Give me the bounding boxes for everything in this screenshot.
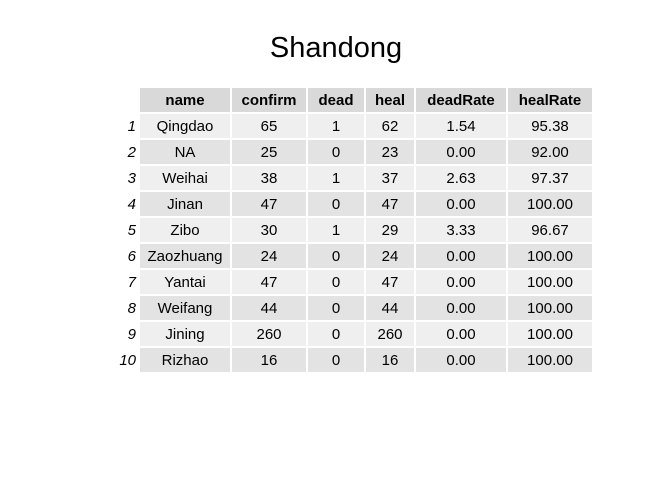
cell-dead: 0: [308, 322, 364, 346]
cell-confirm: 47: [232, 192, 306, 216]
cell-name: Zaozhuang: [140, 244, 230, 268]
cell-deadrate: 3.33: [416, 218, 506, 242]
cell-name: Weihai: [140, 166, 230, 190]
cell-confirm: 260: [232, 322, 306, 346]
cell-name: Zibo: [140, 218, 230, 242]
data-table: name confirm dead heal deadRate healRate…: [108, 86, 594, 374]
cell-heal: 23: [366, 140, 414, 164]
column-header-name: name: [140, 88, 230, 112]
table-row: 2 NA 25 0 23 0.00 92.00: [110, 140, 592, 164]
row-index: 2: [127, 143, 136, 161]
row-index: 6: [127, 247, 136, 265]
row-index: 3: [127, 169, 136, 187]
cell-dead: 1: [308, 114, 364, 138]
cell-heal: 47: [366, 270, 414, 294]
cell-name: NA: [140, 140, 230, 164]
cell-heal: 47: [366, 192, 414, 216]
cell-confirm: 65: [232, 114, 306, 138]
cell-deadrate: 0.00: [416, 192, 506, 216]
cell-confirm: 16: [232, 348, 306, 372]
cell-deadrate: 0.00: [416, 296, 506, 320]
cell-heal: 16: [366, 348, 414, 372]
cell-deadrate: 0.00: [416, 140, 506, 164]
cell-name: Qingdao: [140, 114, 230, 138]
row-index: 4: [127, 195, 136, 213]
row-index: 8: [127, 299, 136, 317]
row-index: 9: [127, 325, 136, 343]
column-header-confirm: confirm: [232, 88, 306, 112]
cell-name: Rizhao: [140, 348, 230, 372]
cell-deadrate: 1.54: [416, 114, 506, 138]
cell-healrate: 96.67: [508, 218, 592, 242]
cell-dead: 0: [308, 348, 364, 372]
cell-heal: 44: [366, 296, 414, 320]
cell-dead: 1: [308, 218, 364, 242]
cell-heal: 37: [366, 166, 414, 190]
column-header-dead: dead: [308, 88, 364, 112]
cell-healrate: 100.00: [508, 192, 592, 216]
table-row: 3 Weihai 38 1 37 2.63 97.37: [110, 166, 592, 190]
table-row: 4 Jinan 47 0 47 0.00 100.00: [110, 192, 592, 216]
cell-heal: 29: [366, 218, 414, 242]
cell-healrate: 100.00: [508, 296, 592, 320]
cell-dead: 0: [308, 270, 364, 294]
column-header-healrate: healRate: [508, 88, 592, 112]
cell-confirm: 30: [232, 218, 306, 242]
table-row: 7 Yantai 47 0 47 0.00 100.00: [110, 270, 592, 294]
cell-healrate: 92.00: [508, 140, 592, 164]
row-index: 10: [119, 351, 136, 369]
cell-heal: 260: [366, 322, 414, 346]
cell-healrate: 100.00: [508, 244, 592, 268]
cell-dead: 0: [308, 296, 364, 320]
corner-cell: [110, 88, 138, 112]
cell-deadrate: 0.00: [416, 244, 506, 268]
column-header-deadrate: deadRate: [416, 88, 506, 112]
table-row: 1 Qingdao 65 1 62 1.54 95.38: [110, 114, 592, 138]
cell-deadrate: 2.63: [416, 166, 506, 190]
cell-healrate: 95.38: [508, 114, 592, 138]
row-index: 1: [127, 117, 136, 135]
cell-confirm: 47: [232, 270, 306, 294]
table-row: 6 Zaozhuang 24 0 24 0.00 100.00: [110, 244, 592, 268]
cell-name: Jining: [140, 322, 230, 346]
table-body: 1 Qingdao 65 1 62 1.54 95.38 2 NA 25 0 23 0.00 92.00 3…: [110, 114, 592, 372]
row-index: 7: [127, 273, 136, 291]
header-row: name confirm dead heal deadRate healRate: [110, 88, 592, 112]
cell-dead: 1: [308, 166, 364, 190]
table-row: 8 Weifang 44 0 44 0.00 100.00: [110, 296, 592, 320]
cell-healrate: 100.00: [508, 322, 592, 346]
cell-confirm: 24: [232, 244, 306, 268]
cell-healrate: 100.00: [508, 348, 592, 372]
table-row: 5 Zibo 30 1 29 3.33 96.67: [110, 218, 592, 242]
table-row: 10 Rizhao 16 0 16 0.00 100.00: [110, 348, 592, 372]
cell-dead: 0: [308, 244, 364, 268]
cell-healrate: 97.37: [508, 166, 592, 190]
cell-deadrate: 0.00: [416, 322, 506, 346]
cell-confirm: 25: [232, 140, 306, 164]
cell-name: Jinan: [140, 192, 230, 216]
cell-deadrate: 0.00: [416, 348, 506, 372]
cell-deadrate: 0.00: [416, 270, 506, 294]
table-row: 9 Jining 260 0 260 0.00 100.00: [110, 322, 592, 346]
cell-name: Weifang: [140, 296, 230, 320]
cell-heal: 24: [366, 244, 414, 268]
cell-confirm: 44: [232, 296, 306, 320]
table-title: Shandong: [269, 32, 403, 64]
cell-healrate: 100.00: [508, 270, 592, 294]
cell-name: Yantai: [140, 270, 230, 294]
cell-dead: 0: [308, 192, 364, 216]
cell-dead: 0: [308, 140, 364, 164]
column-header-heal: heal: [366, 88, 414, 112]
cell-confirm: 38: [232, 166, 306, 190]
row-index: 5: [127, 221, 136, 239]
cell-heal: 62: [366, 114, 414, 138]
